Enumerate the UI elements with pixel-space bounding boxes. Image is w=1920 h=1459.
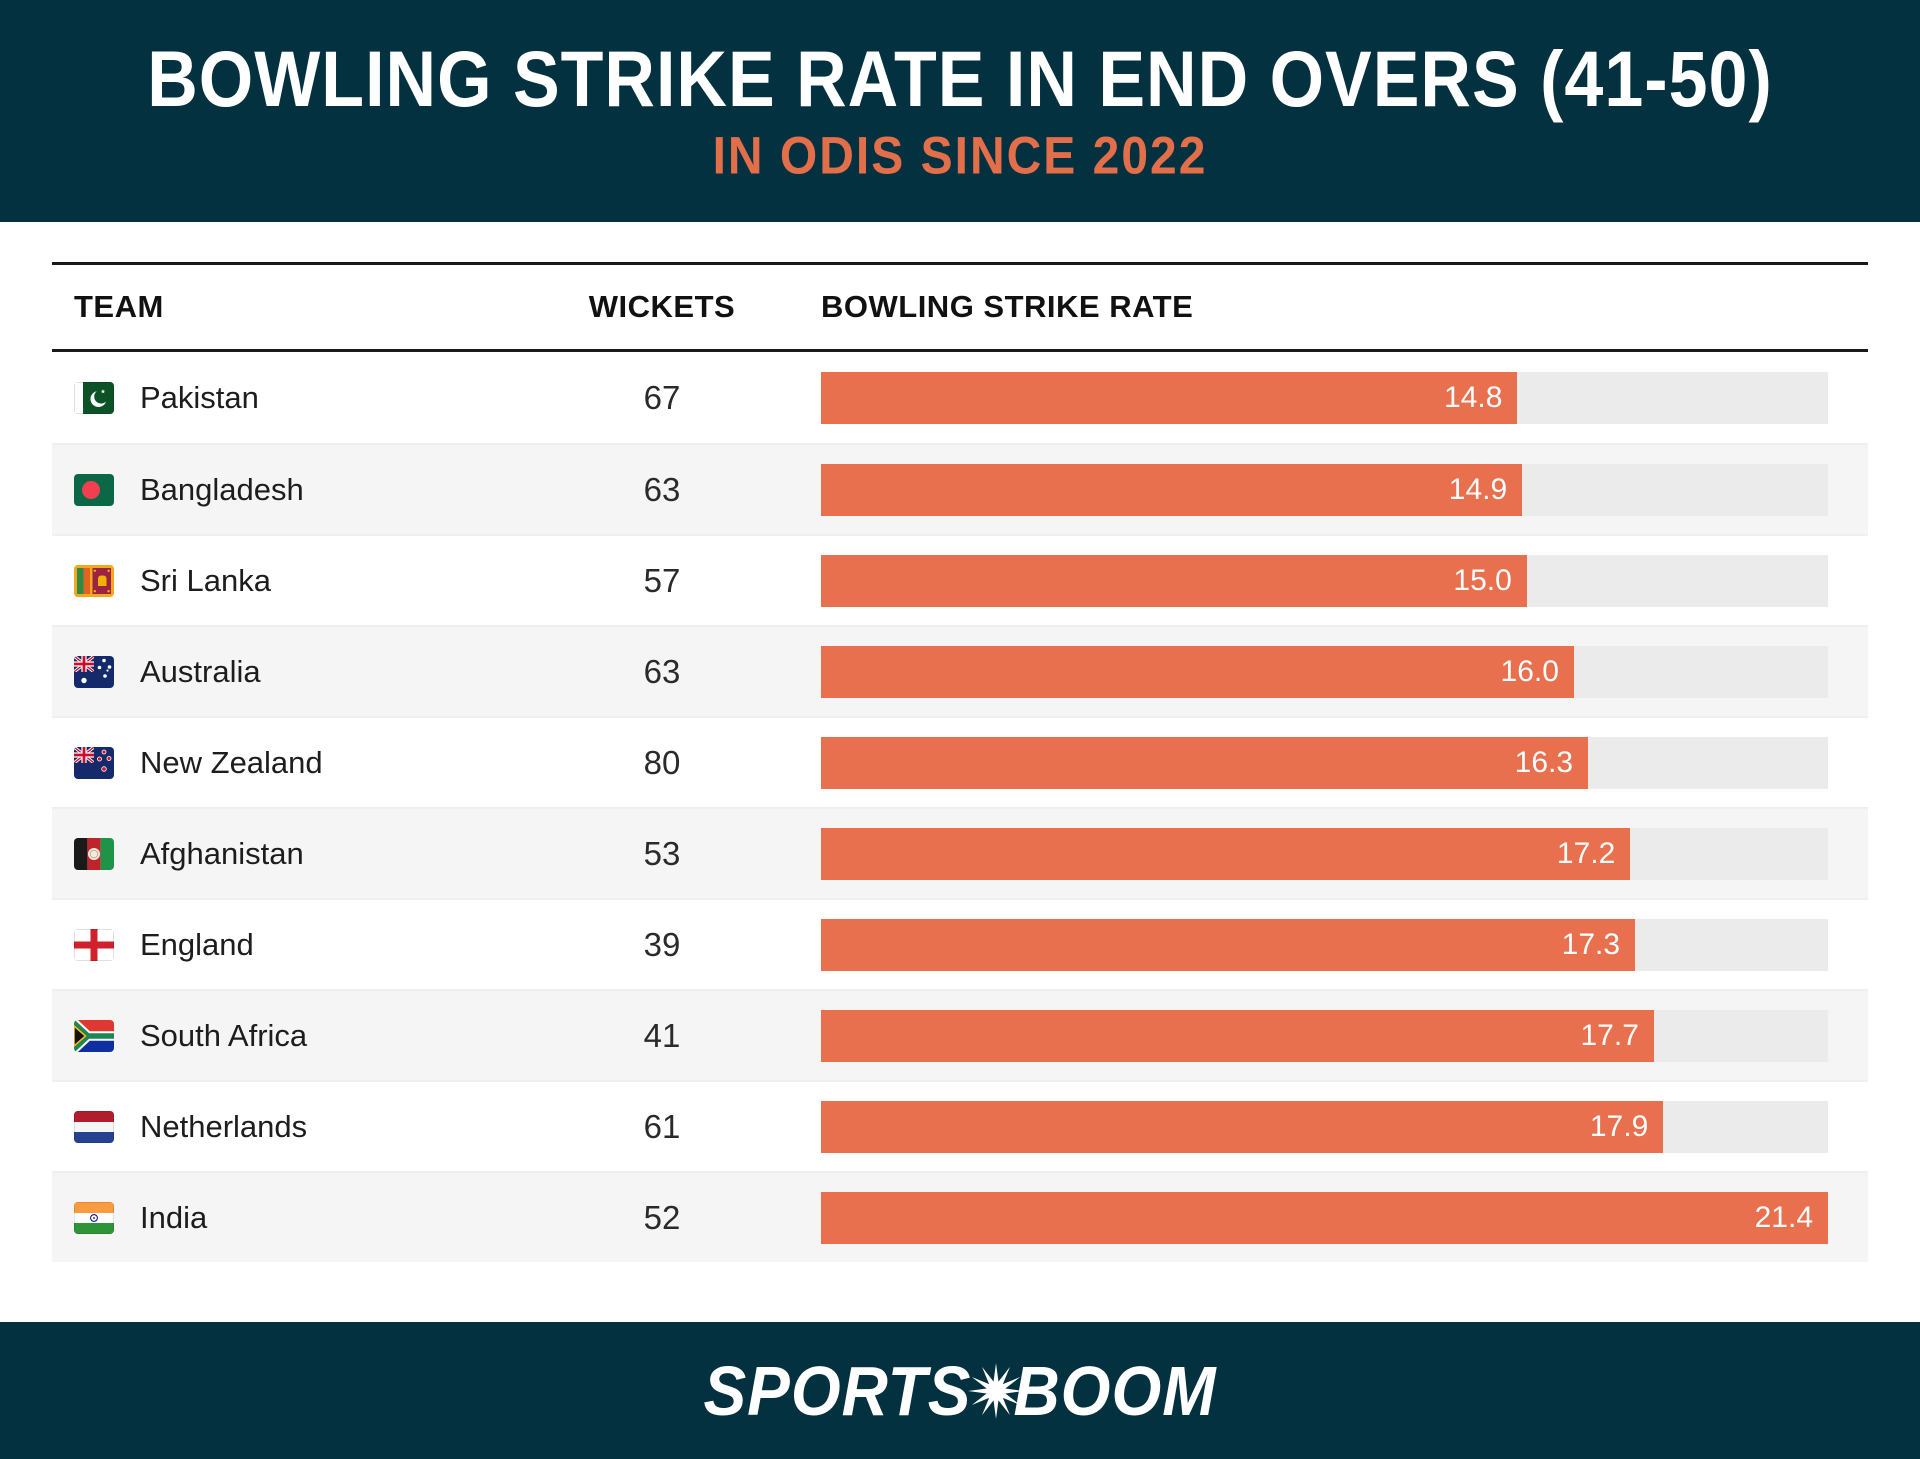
strike-rate-value: 14.9 [1448,472,1508,506]
team-name: Bangladesh [140,471,304,507]
logo-text-sports: SPORTS [703,1351,972,1430]
strike-rate-value: 17.2 [1556,836,1616,870]
table-row: Afghanistan 53 17.2 [52,807,1868,898]
strike-rate-bar: 21.4 [821,1191,1828,1244]
strike-rate-bar: 17.2 [821,827,1631,880]
wickets-value: 53 [643,834,681,872]
afghanistan-flag-icon [74,837,114,870]
team-name: India [140,1199,208,1235]
team-name: Pakistan [140,379,259,415]
strike-rate-bar-track: 14.9 [821,463,1828,516]
team-name: South Africa [140,1017,308,1053]
team-name: England [140,926,254,962]
strike-rate-bar: 17.7 [821,1009,1654,1062]
team-name: Afghanistan [140,835,304,871]
team-name: Australia [140,653,261,689]
strike-rate-value: 17.7 [1580,1018,1639,1052]
wickets-value: 67 [643,378,681,416]
starburst-icon [968,1362,1025,1419]
team-name: Sri Lanka [140,562,271,598]
wickets-value: 52 [643,1198,681,1236]
strike-rate-bar-track: 17.9 [821,1100,1828,1153]
table-row: England 39 17.3 [52,898,1868,989]
table-body: Pakistan 67 14.8 Bangladesh 63 [52,352,1868,1262]
sportsboom-logo: SPORTS BOOM [703,1351,1217,1430]
header-banner: BOWLING STRIKE RATE IN END OVERS (41-50)… [0,0,1920,222]
table-row: Bangladesh 63 14.9 [52,443,1868,534]
wickets-value: 57 [643,561,681,599]
strike-rate-bar-track: 14.8 [821,371,1828,424]
strike-rate-value: 15.0 [1453,563,1512,597]
table-header-row: TEAM WICKETS BOWLING STRIKE RATE [52,262,1868,352]
column-header-wickets: WICKETS [588,289,736,324]
table-row: Australia 63 16.0 [52,625,1868,716]
strike-rate-bar-track: 21.4 [821,1191,1828,1244]
page-title: BOWLING STRIKE RATE IN END OVERS (41-50) [147,34,1773,123]
footer-banner: SPORTS BOOM [0,1322,1920,1459]
strike-rate-bar-track: 15.0 [821,554,1828,607]
strike-rate-value: 17.3 [1561,927,1621,961]
wickets-value: 61 [643,1107,681,1145]
column-header-strike-rate: BOWLING STRIKE RATE [821,289,1194,324]
wickets-value: 63 [643,470,681,508]
team-name: New Zealand [140,744,323,780]
strike-rate-bar: 16.0 [821,645,1574,698]
table-row: India 52 21.4 [52,1171,1868,1262]
south-africa-flag-icon [74,1019,114,1052]
strike-rate-bar-track: 17.3 [821,918,1828,971]
sri-lanka-flag-icon [74,564,114,597]
column-header-team: TEAM [74,289,164,324]
wickets-value: 41 [643,1016,681,1054]
strike-rate-bar: 15.0 [821,554,1527,607]
strike-rate-value: 14.8 [1444,380,1503,414]
strike-rate-bar-track: 16.3 [821,736,1828,789]
table-row: Sri Lanka 57 15.0 [52,534,1868,625]
strike-rate-value: 21.4 [1754,1200,1813,1234]
strike-rate-value: 16.3 [1514,745,1574,779]
table-row: South Africa 41 17.7 [52,989,1868,1080]
table-row: Pakistan 67 14.8 [52,352,1868,443]
strike-rate-bar: 14.9 [821,463,1523,516]
strike-rate-bar: 17.9 [821,1100,1664,1153]
strike-rate-bar-track: 17.7 [821,1009,1828,1062]
wickets-value: 39 [643,925,681,963]
pakistan-flag-icon [74,381,114,414]
strike-rate-value: 17.9 [1589,1109,1649,1143]
strike-rate-bar: 17.3 [821,918,1636,971]
page-subtitle: IN ODIS SINCE 2022 [712,126,1208,186]
netherlands-flag-icon [74,1110,114,1143]
bangladesh-flag-icon [74,473,114,506]
india-flag-icon [74,1201,114,1234]
strike-rate-bar: 16.3 [821,736,1589,789]
logo-text-boom: BOOM [1013,1351,1217,1430]
strike-rate-bar: 14.8 [821,371,1518,424]
australia-flag-icon [74,655,114,688]
strike-rate-table: TEAM WICKETS BOWLING STRIKE RATE Pakista… [52,262,1868,1262]
strike-rate-value: 16.0 [1500,654,1559,688]
strike-rate-bar-track: 16.0 [821,645,1828,698]
wickets-value: 63 [643,652,681,690]
team-name: Netherlands [140,1108,308,1144]
table-row: New Zealand 80 16.3 [52,716,1868,807]
wickets-value: 80 [643,743,681,781]
england-flag-icon [74,928,114,961]
strike-rate-bar-track: 17.2 [821,827,1828,880]
table-row: Netherlands 61 17.9 [52,1080,1868,1171]
new-zealand-flag-icon [74,746,114,779]
